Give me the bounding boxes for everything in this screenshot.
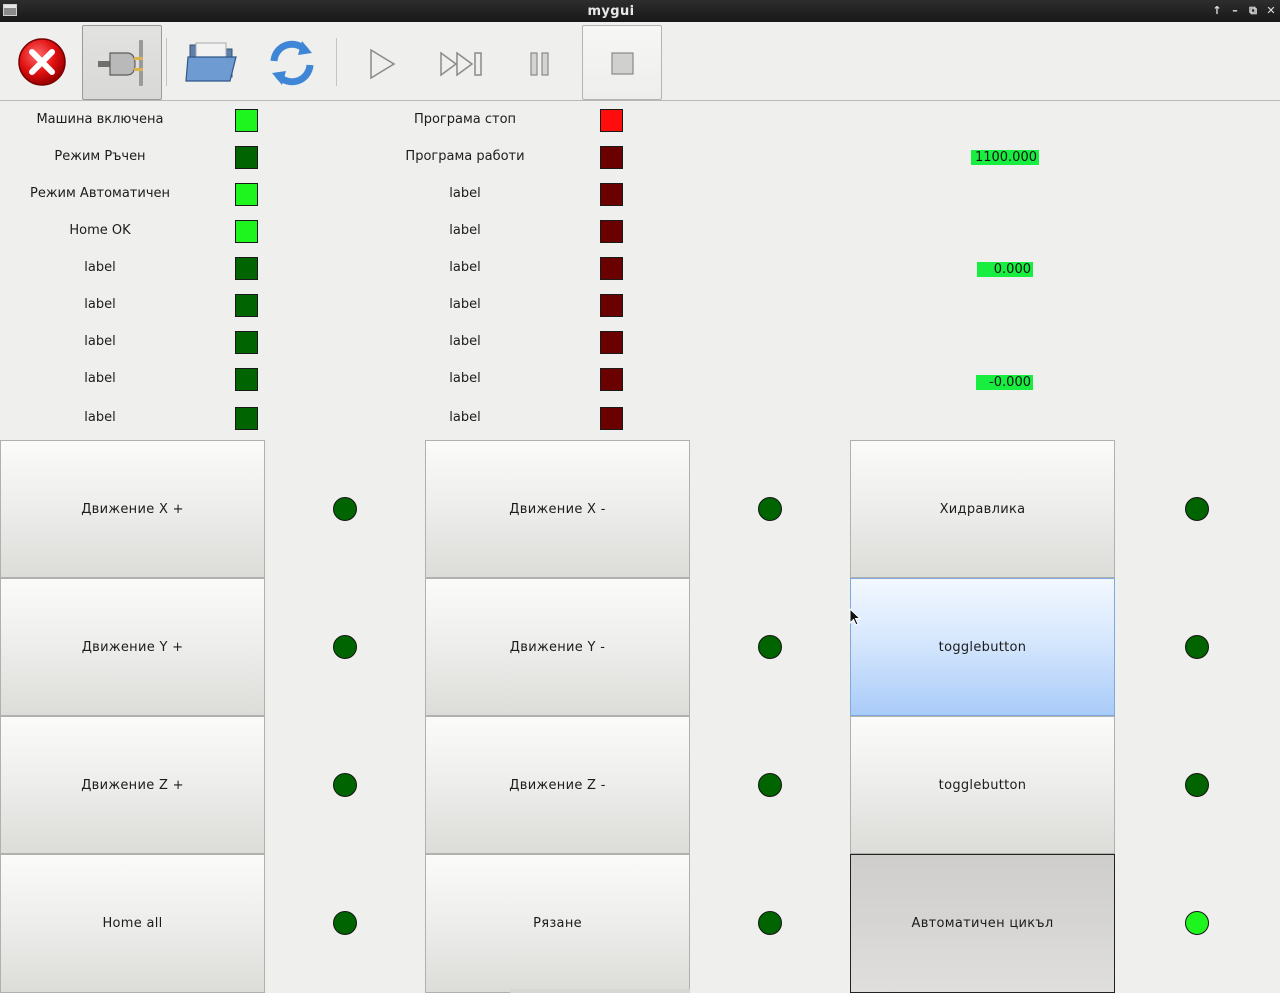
stop-square-icon [611,52,634,75]
control-button[interactable]: Движение Z - [425,716,690,854]
program-status-label: label [449,260,481,275]
control-led [1185,635,1209,659]
control-button[interactable]: Движение Y - [425,578,690,716]
position-readout: -0.000 [976,375,1033,390]
toolbar-separator [336,38,337,86]
control-button[interactable]: togglebutton [850,716,1115,854]
program-status-led [600,368,623,391]
open-file-button[interactable] [172,25,252,100]
refresh-icon [270,40,314,86]
play-icon [370,48,396,80]
status-label: label [84,260,116,275]
status-label: label [84,410,116,425]
window-menu-icon[interactable] [3,4,17,16]
program-status-led [600,331,623,354]
status-label: label [84,334,116,349]
status-label: Home OK [69,223,131,238]
control-led [1185,497,1209,521]
status-led [235,407,258,430]
close-button[interactable]: ✕ [1266,4,1276,17]
status-led [235,257,258,280]
control-button[interactable]: Хидравлика [850,440,1115,578]
control-led [758,773,782,797]
position-readout: 0.000 [977,262,1033,277]
step-button[interactable] [422,25,502,100]
program-status-label: label [449,223,481,238]
scroll-indicator [510,989,690,993]
status-label: Режим Ръчен [54,149,146,164]
status-led [235,368,258,391]
status-label: Машина включена [36,112,164,127]
control-led [333,773,357,797]
control-led [758,635,782,659]
program-status-label: label [449,371,481,386]
control-led [333,497,357,521]
control-button[interactable]: Home all [0,854,265,993]
status-label: Режим Автоматичен [30,186,170,201]
control-button[interactable]: Движение Z + [0,716,265,854]
skip-forward-icon [440,51,482,77]
open-folder-icon [185,42,237,82]
program-status-label: Програма стоп [413,112,517,127]
pause-icon [530,52,549,76]
program-status-label: label [449,186,481,201]
control-button[interactable]: Движение X - [425,440,690,578]
control-button[interactable]: Движение Y + [0,578,265,716]
control-button[interactable]: Рязане [425,854,690,993]
mouse-cursor-icon [849,608,862,626]
program-status-label: label [449,410,481,425]
control-led [758,497,782,521]
control-led [1185,773,1209,797]
program-status-label: label [449,297,481,312]
program-status-led [600,109,623,132]
program-status-led [600,146,623,169]
program-status-led [600,220,623,243]
status-led [235,109,258,132]
window-title: mygui [587,4,635,19]
program-status-led [600,294,623,317]
title-bar: mygui ↑ – ⧉ ✕ [0,0,1280,22]
toolbar-separator [166,38,167,86]
program-status-led [600,183,623,206]
connect-button[interactable] [82,25,162,100]
status-label: label [84,297,116,312]
stop-icon [18,38,66,86]
restore-button[interactable]: ⧉ [1249,4,1257,17]
control-led [333,911,357,935]
power-plug-icon [98,40,143,86]
minimize-button[interactable]: – [1232,4,1238,17]
pause-button[interactable] [502,25,582,100]
control-led [333,635,357,659]
reload-button[interactable] [252,25,332,100]
status-led [235,183,258,206]
always-on-top-button[interactable]: ↑ [1212,4,1222,17]
control-button[interactable]: togglebutton [850,578,1115,716]
program-status-label: Програма работи [405,149,525,164]
program-status-label: label [449,334,481,349]
position-readout: 1100.000 [971,150,1039,165]
control-led [758,911,782,935]
emergency-stop-button[interactable] [2,25,82,100]
program-status-led [600,407,623,430]
status-label: label [84,371,116,386]
control-led [1185,911,1209,935]
status-led [235,220,258,243]
control-button[interactable]: Автоматичен цикъл [850,854,1115,993]
toolbar [0,22,1280,101]
stop-program-button[interactable] [582,25,662,100]
control-button[interactable]: Движение X + [0,440,265,578]
program-status-led [600,257,623,280]
status-led [235,331,258,354]
status-led [235,294,258,317]
run-button[interactable] [342,25,422,100]
status-led [235,146,258,169]
